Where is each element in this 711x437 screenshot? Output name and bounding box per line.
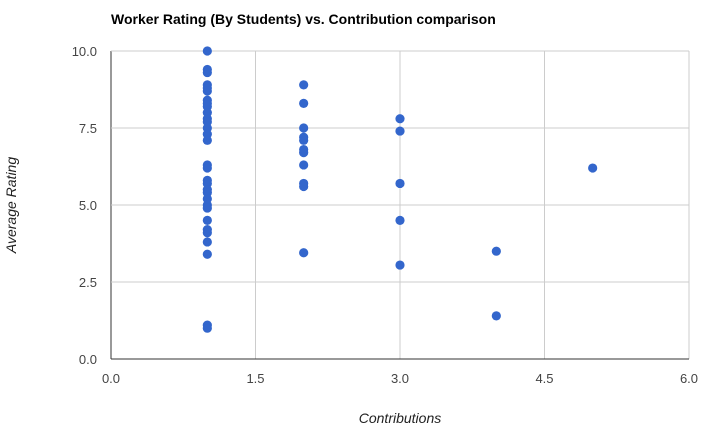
y-tick-label: 2.5 xyxy=(79,275,97,290)
data-point xyxy=(491,311,501,321)
y-axis-label: Average Rating xyxy=(3,157,19,254)
data-point xyxy=(395,215,405,225)
x-tick-label: 3.0 xyxy=(391,371,409,386)
data-point xyxy=(299,181,309,192)
data-point xyxy=(202,323,212,333)
data-point xyxy=(299,123,309,133)
chart-title: Worker Rating (By Students) vs. Contribu… xyxy=(111,11,496,27)
data-point xyxy=(202,86,212,96)
data-point xyxy=(588,163,598,173)
data-point xyxy=(202,249,212,259)
x-tick-label: 6.0 xyxy=(680,371,698,386)
data-point xyxy=(299,248,309,258)
data-point xyxy=(299,98,309,108)
data-point xyxy=(202,46,212,56)
data-point xyxy=(299,80,309,90)
data-point xyxy=(202,163,212,173)
data-point xyxy=(202,215,212,225)
x-tick-label: 0.0 xyxy=(102,371,120,386)
data-point xyxy=(395,260,405,270)
data-points xyxy=(202,46,598,333)
x-axis-label: Contributions xyxy=(359,410,442,426)
data-point xyxy=(202,67,212,78)
data-point xyxy=(395,114,405,124)
x-tick-label: 1.5 xyxy=(246,371,264,386)
grid xyxy=(110,50,690,360)
y-tick-label: 7.5 xyxy=(79,121,97,136)
y-tick-label: 10.0 xyxy=(72,44,97,59)
data-point xyxy=(395,126,405,136)
y-tick-label: 5.0 xyxy=(79,198,97,213)
data-point xyxy=(395,178,405,189)
x-tick-label: 4.5 xyxy=(535,371,553,386)
y-tick-label: 0.0 xyxy=(79,352,97,367)
data-point xyxy=(202,135,212,145)
data-point xyxy=(202,203,212,213)
data-point xyxy=(202,228,212,238)
data-point xyxy=(299,148,309,158)
data-point xyxy=(491,246,501,256)
data-point xyxy=(299,135,309,145)
data-point xyxy=(202,237,212,247)
data-point xyxy=(299,160,309,170)
tick-labels: 0.0 1.5 3.0 4.5 6.0 0.0 2.5 5.0 7.5 10.0 xyxy=(72,44,698,386)
